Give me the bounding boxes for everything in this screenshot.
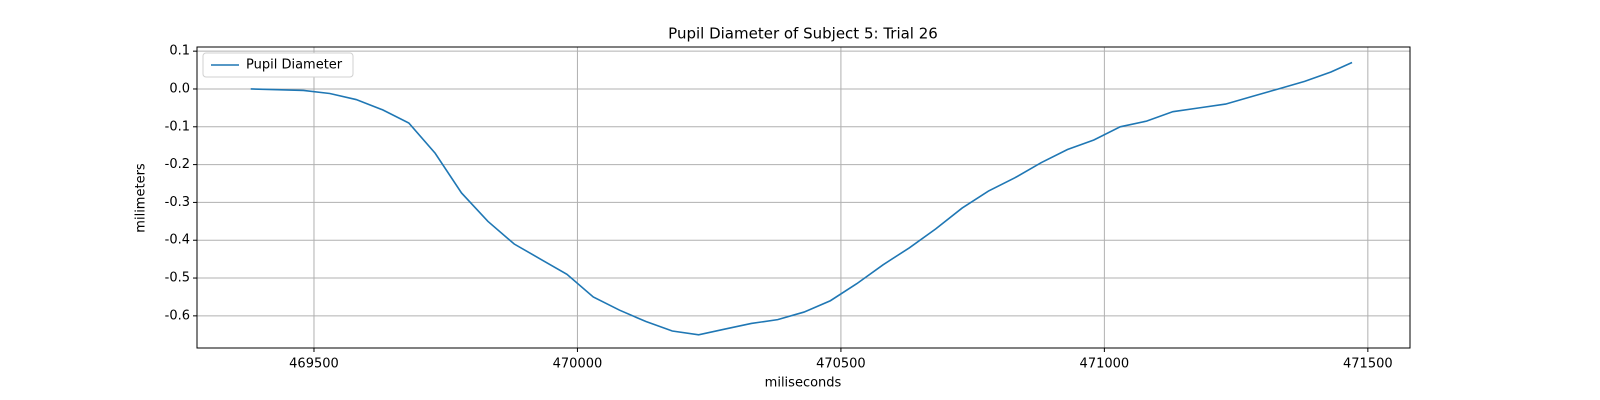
y-tick-label: -0.6 xyxy=(165,308,190,323)
y-tick-label: 0.0 xyxy=(169,81,190,96)
x-tick-label: 471000 xyxy=(1080,357,1130,372)
legend: Pupil Diameter xyxy=(202,52,354,78)
y-axis-label: milimeters xyxy=(134,163,149,233)
data-line xyxy=(250,61,1353,336)
x-tick-label: 470000 xyxy=(553,357,603,372)
plot-frame xyxy=(196,46,1411,349)
y-tick-label: -0.1 xyxy=(165,119,190,134)
x-tick-label: 471500 xyxy=(1343,357,1393,372)
y-tick-label: -0.3 xyxy=(165,195,190,210)
y-tick-label: -0.5 xyxy=(165,271,190,286)
y-tick-label: -0.4 xyxy=(165,233,190,248)
y-tick-label: -0.2 xyxy=(165,157,190,172)
x-tick-label: 469500 xyxy=(289,357,339,372)
chart-title: Pupil Diameter of Subject 5: Trial 26 xyxy=(668,25,938,43)
x-tick-label: 470500 xyxy=(816,357,866,372)
y-tick-label: 0.1 xyxy=(169,44,190,59)
x-axis-label: miliseconds xyxy=(765,376,842,391)
legend-box xyxy=(202,52,354,78)
legend-label: Pupil Diameter xyxy=(246,58,343,73)
